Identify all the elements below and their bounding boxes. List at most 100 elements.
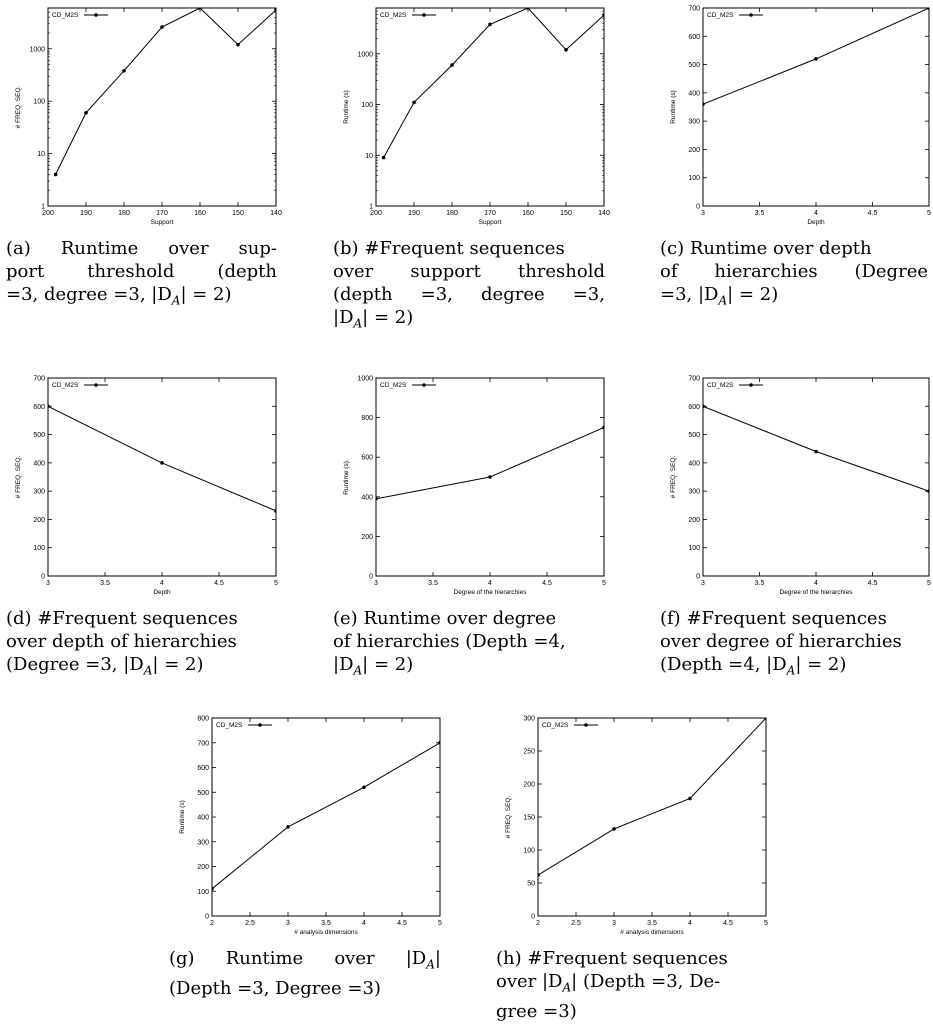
chart-d: 0 100 200 300 400 500 600 700 3 3.5 4 4.5 5 Depth # FR… (15, 376, 278, 597)
y-tick-label: 600 (361, 455, 373, 462)
x-tick-label: 3.5 (647, 920, 657, 927)
caption-h: (h) #Frequent sequences over |DA| (Depth… (496, 947, 768, 1023)
series-line (48, 405, 276, 512)
plot-frame (537, 717, 767, 917)
data-point (362, 785, 366, 790)
legend-marker (258, 723, 262, 727)
data-point (450, 63, 454, 67)
x-tick-label: 3 (612, 920, 616, 927)
caption-sub: A (786, 663, 796, 678)
caption-line: |D (333, 307, 354, 328)
data-point (688, 796, 692, 801)
y-tick-label: 700 (33, 376, 45, 383)
y-axis-label: Runtime (s) (343, 90, 350, 124)
y-axis-label: # FREQ. SEQ. (505, 795, 512, 838)
figure-b: 1 10 100 1000 200 190 180 170 160 150 140 Support Ru… (328, 0, 610, 232)
caption-line: Runtime over |D (225, 948, 427, 969)
series-line (703, 405, 929, 492)
x-tick-label: 2.5 (571, 920, 581, 927)
caption-tag: (a) (6, 238, 31, 259)
y-tick-label: 600 (33, 404, 45, 411)
caption-line: over support threshold (333, 261, 605, 282)
data-point (412, 100, 416, 105)
y-tick-label: 150 (523, 815, 535, 822)
y-tick-label: 250 (523, 749, 535, 756)
chart-e: 0 200 400 600 800 1000 3 3.5 4 4.5 5 Degree of the … (343, 376, 606, 597)
legend-marker (94, 383, 98, 387)
y-tick-label: 0 (205, 914, 209, 921)
data-point (286, 825, 290, 829)
x-tick-label: 3.5 (755, 210, 765, 217)
legend-label: CD_M2S (380, 382, 407, 389)
legend-label: CD_M2S (707, 382, 734, 389)
y-axis-label: Runtime (s) (179, 800, 186, 834)
y-tick-label: 100 (688, 175, 700, 182)
chart-c: 0 100 200 300 400 500 600 700 3 3.5 4 4.5 5 Depth Runt… (670, 6, 931, 227)
y-axis-label: # FREQ. SEQ. (670, 455, 677, 498)
y-tick-label: 100 (688, 545, 700, 552)
caption-line: of hierarchies (Degree (660, 261, 928, 282)
y-tick-label: 0 (41, 574, 45, 581)
x-axis-label: Support (151, 219, 174, 226)
caption-line: #Frequent sequences (37, 608, 238, 629)
figure-f: 0 100 200 300 400 500 600 700 3 3.5 4 4.5 5 Degree of… (655, 370, 933, 602)
legend-label: CD_M2S (52, 382, 79, 389)
x-tick-label: 3 (46, 580, 50, 587)
x-tick-label: 3.5 (100, 580, 110, 587)
y-tick-label: 200 (688, 517, 700, 524)
caption-b: (b) #Frequent sequences over support thr… (333, 237, 605, 336)
figure-h: 0 50 100 150 200 250 300 2 2.5 3 3.5 4 4.5 5 # analysi… (490, 710, 770, 942)
x-tick-label: 5 (927, 580, 931, 587)
caption-line: over degree of hierarchies (660, 631, 902, 652)
x-tick-label: 5 (602, 580, 606, 587)
caption-line: | (434, 948, 441, 969)
data-point (381, 155, 386, 160)
y-tick-label: 0 (531, 914, 535, 921)
x-tick-label: 170 (484, 210, 496, 217)
x-tick-label: 3.5 (755, 580, 765, 587)
caption-line: | = 2) (362, 654, 414, 675)
data-point (814, 57, 818, 61)
y-tick-label: 400 (197, 815, 209, 822)
x-axis-label: Degree of the hierarchies (454, 589, 528, 596)
x-tick-label: 3 (374, 580, 378, 587)
x-tick-label: 5 (927, 210, 931, 217)
caption-tag: (h) (496, 948, 522, 969)
x-axis-label: Depth (153, 589, 171, 596)
data-point (488, 22, 492, 27)
plot-frame (47, 7, 277, 207)
caption-line: #Frequent sequences (527, 948, 728, 969)
x-tick-label: 2.5 (245, 920, 255, 927)
y-tick-label: 1000 (357, 51, 373, 58)
data-point (602, 425, 604, 430)
legend-marker (749, 13, 753, 17)
caption-tag: (b) (333, 238, 359, 259)
y-tick-label: 400 (688, 90, 700, 97)
x-tick-label: 3 (286, 920, 290, 927)
y-tick-label: 1000 (29, 46, 45, 53)
x-tick-label: 4.5 (542, 580, 552, 587)
x-tick-label: 4 (362, 920, 366, 927)
caption-a: (a) Runtime over sup- port threshold (de… (6, 237, 277, 313)
caption-sub: A (353, 663, 363, 678)
caption-line: #Frequent sequences (686, 608, 887, 629)
caption-line: | = 2) (795, 654, 847, 675)
y-tick-label: 1 (41, 204, 45, 211)
caption-line: (Degree =3, |D (6, 654, 144, 675)
x-tick-label: 2 (536, 920, 540, 927)
caption-line: |D (333, 654, 354, 675)
caption-line: | = 2) (180, 284, 232, 305)
x-tick-label: 4.5 (214, 580, 224, 587)
legend-marker (94, 13, 98, 17)
x-tick-label: 170 (156, 210, 168, 217)
x-tick-label: 140 (598, 210, 610, 217)
x-axis-label: # analysis dimensions (294, 929, 358, 936)
legend-marker (584, 723, 588, 727)
legend-marker (422, 13, 426, 17)
series-line (55, 8, 276, 175)
y-tick-label: 10 (365, 153, 373, 160)
y-tick-label: 800 (197, 716, 209, 723)
legend-label: CD_M2S (52, 12, 79, 19)
x-tick-label: 4.5 (868, 210, 878, 217)
x-tick-label: 3.5 (321, 920, 331, 927)
